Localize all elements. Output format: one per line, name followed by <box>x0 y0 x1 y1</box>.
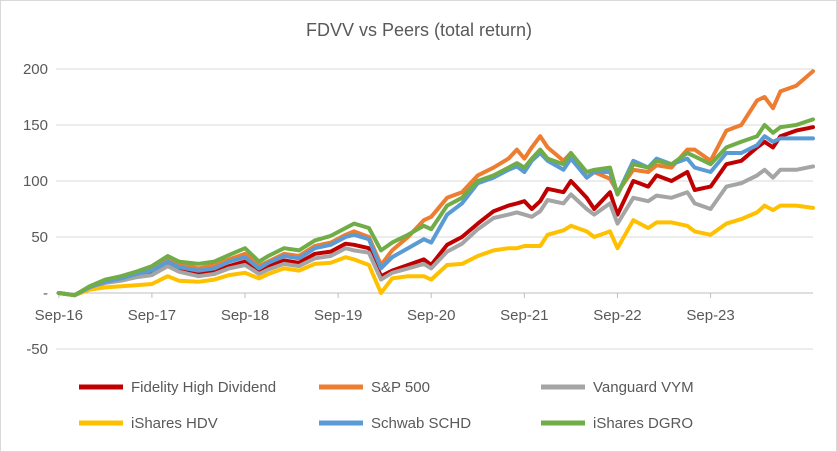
series-line-5 <box>56 117 815 298</box>
legend-label: S&P 500 <box>371 379 430 396</box>
legend-label: iShares DGRO <box>593 415 693 432</box>
x-tick-label: Sep-23 <box>686 307 734 324</box>
axes: 200 150 100 50 - -50 Sep-16 Sep-17 Sep-18 Sep-19 S… <box>23 61 813 358</box>
series-line-3 <box>56 203 815 298</box>
series-line-1 <box>56 69 815 298</box>
x-tick-label: Sep-19 <box>314 307 362 324</box>
x-tick-label: Sep-20 <box>407 307 455 324</box>
legend-label: Fidelity High Dividend <box>131 379 276 396</box>
series-line-4 <box>56 134 815 298</box>
y-tick-label: 150 <box>23 117 48 134</box>
chart-title: FDVV vs Peers (total return) <box>306 20 532 40</box>
gridlines <box>56 68 813 350</box>
legend-label: Vanguard VYM <box>593 379 694 396</box>
x-tick-label: Sep-21 <box>500 307 548 324</box>
series-line-0 <box>56 125 815 298</box>
legend: Fidelity High Dividend S&P 500 Vanguard VY… <box>79 379 694 432</box>
legend-label: Schwab SCHD <box>371 415 471 432</box>
x-tick-label: Sep-16 <box>35 307 83 324</box>
y-tick-label: -50 <box>26 341 48 358</box>
y-tick-label: 200 <box>23 61 48 78</box>
x-tick-label: Sep-18 <box>221 307 269 324</box>
series-line-2 <box>56 164 815 298</box>
series-lines <box>56 69 815 298</box>
y-tick-label: 100 <box>23 173 48 190</box>
legend-label: iShares HDV <box>131 415 218 432</box>
x-tick-label: Sep-17 <box>128 307 176 324</box>
x-tick-label: Sep-22 <box>593 307 641 324</box>
y-tick-label: - <box>43 285 48 302</box>
y-tick-label: 50 <box>31 229 48 246</box>
